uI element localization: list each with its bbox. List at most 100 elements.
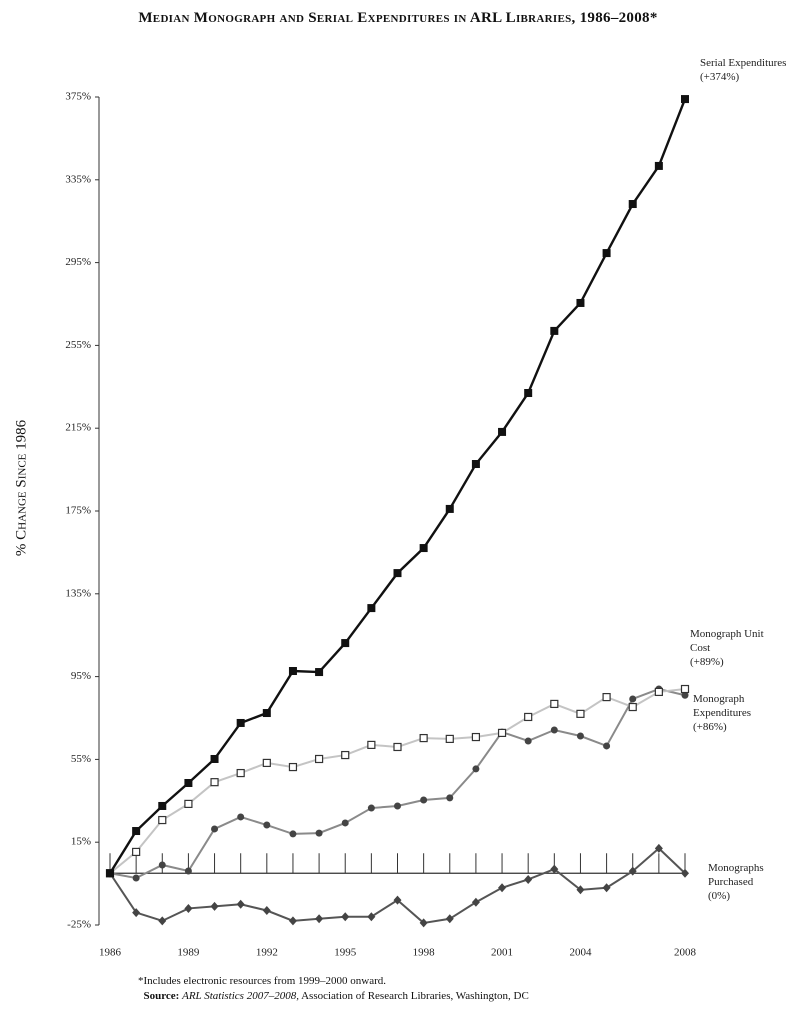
y-tick-label: 95% (71, 670, 91, 682)
x-tick-label: 1998 (413, 947, 436, 959)
marker (498, 883, 507, 893)
marker (550, 726, 558, 734)
marker (263, 821, 271, 829)
marker (445, 734, 454, 744)
marker (524, 712, 533, 722)
marker (419, 918, 428, 928)
y-tick-label: 135% (65, 587, 91, 599)
legend-change: (+86%) (693, 721, 727, 733)
marker (576, 709, 585, 718)
marker (471, 897, 480, 907)
source-text: Association of Research Libraries, Washi… (301, 990, 529, 1002)
marker (367, 804, 375, 812)
marker (158, 916, 167, 926)
marker (262, 906, 271, 916)
marker (184, 778, 193, 787)
legend-name: Serial Expenditures (700, 57, 787, 69)
marker (680, 684, 690, 694)
marker (419, 733, 428, 743)
marker (210, 901, 219, 911)
marker (236, 768, 245, 778)
marker (367, 604, 376, 613)
y-tick-label: 175% (65, 505, 91, 517)
marker (314, 754, 324, 764)
marker (576, 298, 585, 307)
marker (288, 762, 298, 772)
legend-entry: Monograph Unit Cost (+89%) (690, 627, 770, 669)
marker (367, 740, 376, 750)
marker (132, 847, 141, 857)
marker (550, 326, 559, 335)
marker (550, 864, 559, 874)
marker (132, 827, 141, 836)
legend-name: Monograph Expenditures (693, 693, 752, 719)
marker (262, 758, 271, 768)
marker (628, 200, 637, 209)
marker (393, 569, 402, 578)
x-tick-label: 2004 (569, 947, 592, 959)
marker (341, 639, 350, 648)
x-tick-label: 2001 (491, 947, 513, 959)
notes: *Includes electronic resources from 1999… (138, 974, 529, 1004)
marker (132, 908, 141, 918)
marker (341, 912, 350, 922)
marker (315, 914, 324, 924)
x-tick-label: 1989 (177, 947, 200, 959)
x-tick-label: 2008 (674, 947, 697, 959)
source: Source: ARL Statistics 2007–2008, Associ… (138, 989, 529, 1004)
legend-name: Monographs Purchased (708, 862, 764, 888)
marker (132, 874, 140, 882)
marker (420, 796, 428, 804)
marker (654, 687, 663, 697)
y-tick-label: 255% (65, 339, 91, 351)
marker (471, 732, 481, 742)
marker (628, 702, 637, 712)
marker (628, 866, 637, 876)
marker (498, 427, 507, 436)
y-tick-label: 215% (65, 422, 91, 434)
marker (576, 732, 584, 740)
marker (654, 843, 663, 853)
marker (497, 728, 507, 738)
series-line (109, 687, 686, 880)
y-tick-label: 375% (65, 91, 91, 103)
marker (681, 691, 689, 699)
marker (419, 544, 428, 553)
marker (341, 819, 349, 827)
marker (524, 737, 532, 745)
marker (445, 914, 454, 924)
series-line (108, 98, 687, 874)
marker (341, 750, 350, 760)
marker (394, 802, 401, 810)
marker (393, 895, 402, 905)
series-line (109, 688, 686, 875)
marker (289, 830, 297, 838)
source-label: Source: (143, 990, 180, 1002)
legend-name: Monograph Unit Cost (690, 628, 764, 654)
marker (236, 718, 245, 727)
marker (315, 829, 323, 837)
marker (210, 754, 219, 763)
marker (471, 460, 480, 469)
marker (393, 742, 402, 752)
y-tick-label: 335% (65, 173, 91, 185)
marker (367, 912, 376, 922)
marker (184, 867, 192, 875)
marker (106, 869, 114, 878)
marker (158, 861, 166, 869)
marker (472, 765, 480, 773)
legend-change: (+89%) (690, 656, 724, 668)
x-tick-label: 1995 (334, 947, 357, 959)
marker (211, 825, 219, 833)
marker (602, 883, 611, 893)
series (109, 687, 686, 880)
marker (184, 903, 193, 913)
marker (602, 249, 611, 258)
legend-entry: Serial Expenditures (+374%) (700, 56, 790, 84)
marker (629, 695, 637, 703)
legend-entry: Monographs Purchased (0%) (708, 861, 788, 903)
marker (184, 799, 193, 809)
marker (681, 868, 689, 878)
